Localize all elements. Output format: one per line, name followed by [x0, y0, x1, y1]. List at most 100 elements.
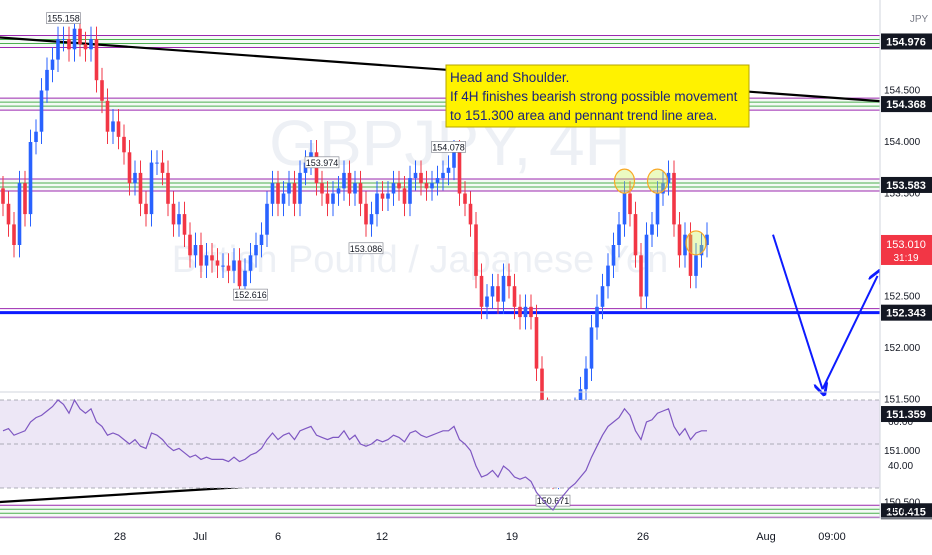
- head-marker: [646, 168, 669, 194]
- candle-body: [655, 193, 660, 225]
- price-marker-label: 153.583: [886, 180, 926, 192]
- annotation-line-1: Head and Shoulder.: [450, 70, 569, 85]
- candle-body: [243, 270, 247, 287]
- candle-body: [61, 39, 66, 40]
- rsi-line: [2, 398, 707, 511]
- price-tick: 152.500: [884, 292, 921, 303]
- candle-body: [479, 275, 484, 307]
- candle-body: [424, 183, 429, 189]
- annotation-line-3: to 151.300 area and pennant trend line a…: [450, 108, 717, 123]
- candle-body: [72, 28, 77, 50]
- candle-body: [441, 172, 445, 179]
- candle-body: [160, 162, 165, 173]
- candle-body: [127, 152, 132, 184]
- candle-body: [177, 214, 181, 225]
- right-shoulder-marker: [685, 230, 707, 256]
- candle-body: [215, 260, 220, 266]
- candle-body: [490, 286, 495, 297]
- time-tick: 26: [637, 531, 649, 543]
- candle-body: [468, 203, 473, 225]
- candle-body: [78, 28, 82, 45]
- rsi-pane: [0, 398, 880, 511]
- candle-body: [364, 203, 368, 225]
- candle-body: [232, 260, 236, 271]
- candle-body: [83, 44, 88, 50]
- price-marker-box: [881, 406, 932, 423]
- candle-body: [474, 224, 478, 276]
- candle-body: [237, 260, 242, 287]
- candle-body: [56, 39, 60, 60]
- candle-body: [518, 306, 522, 318]
- candle-body: [292, 183, 297, 204]
- level-zone-fill: [0, 178, 880, 191]
- candle-body: [452, 152, 456, 168]
- candle-body: [595, 306, 599, 328]
- time-axis[interactable]: 28 Jul 6 12 19 26 Aug 09:00: [0, 517, 932, 543]
- candle-body: [589, 327, 594, 369]
- candle-body: [617, 224, 621, 245]
- price-marker-box: [881, 96, 932, 113]
- candle-body: [578, 389, 583, 410]
- candle-body: [226, 265, 231, 271]
- candle-body: [358, 183, 363, 204]
- left-shoulder-marker: [613, 168, 636, 194]
- candle-body: [105, 100, 110, 132]
- candle-body: [116, 121, 121, 137]
- time-tick: Aug: [756, 531, 776, 543]
- candle-body: [699, 245, 704, 256]
- candle-body: [89, 39, 93, 50]
- annotation-line-2: If 4H finishes bearish strong possible m…: [450, 89, 738, 104]
- candle-body: [221, 265, 225, 267]
- annotation-box[interactable]: Head and Shoulder. If 4H finishes bearis…: [445, 64, 750, 128]
- candle-body: [166, 172, 170, 204]
- price-labels: 155.158 153.974 154.078 153.086 152.616 150.6…: [46, 12, 571, 507]
- candle-body: [463, 193, 467, 204]
- candle-body: [94, 39, 99, 81]
- price-label: 153.974: [306, 158, 339, 168]
- candle-body: [270, 183, 275, 204]
- current-price-label: 153.010: [886, 239, 926, 251]
- countdown-label: 31:19: [893, 253, 918, 264]
- candle-body: [600, 286, 605, 307]
- trendline-pennant-upper: [0, 36, 932, 107]
- time-tick: 6: [275, 531, 281, 543]
- price-tick: 154.500: [884, 86, 921, 97]
- price-tick: 150.500: [884, 498, 921, 509]
- level-zone-fill: [0, 505, 880, 518]
- candle-body: [28, 142, 33, 215]
- candle-body: [677, 224, 682, 256]
- candle-body: [298, 172, 302, 204]
- price-label: 155.158: [47, 14, 80, 24]
- candle-body: [182, 214, 187, 235]
- shoulder-markers: [613, 168, 707, 256]
- price-tick: 153.500: [884, 189, 921, 200]
- candle-body: [155, 162, 159, 164]
- candle-body: [584, 368, 588, 390]
- candle-body: [67, 39, 71, 50]
- price-marker-box: [881, 304, 932, 321]
- currency-label: JPY: [910, 14, 929, 25]
- price-tick: 151.000: [884, 446, 921, 457]
- candle-body: [705, 234, 709, 245]
- candle-body: [248, 255, 253, 271]
- candle-body: [419, 172, 423, 184]
- candle-body: [622, 193, 627, 225]
- price-marker-box: [881, 176, 932, 193]
- candle-body: [138, 172, 143, 204]
- price-marker-label: 152.343: [886, 308, 926, 320]
- candle-body: [144, 203, 148, 215]
- price-label-box: [535, 494, 571, 507]
- candle-body: [111, 121, 115, 132]
- price-label: 152.616: [234, 290, 267, 300]
- price-marker-label: 151.359: [886, 409, 926, 421]
- candle-body: [50, 59, 55, 70]
- candle-body: [413, 172, 418, 179]
- price-axis[interactable]: JPY 155.500155.000154.500154.000153.5001…: [879, 0, 932, 520]
- price-label: 150.671: [537, 496, 570, 506]
- candle-body: [254, 245, 258, 256]
- price-tick: 152.000: [884, 343, 921, 354]
- candle-body: [496, 286, 500, 302]
- candle-body: [1, 188, 5, 204]
- level-zone-fill: [0, 35, 880, 48]
